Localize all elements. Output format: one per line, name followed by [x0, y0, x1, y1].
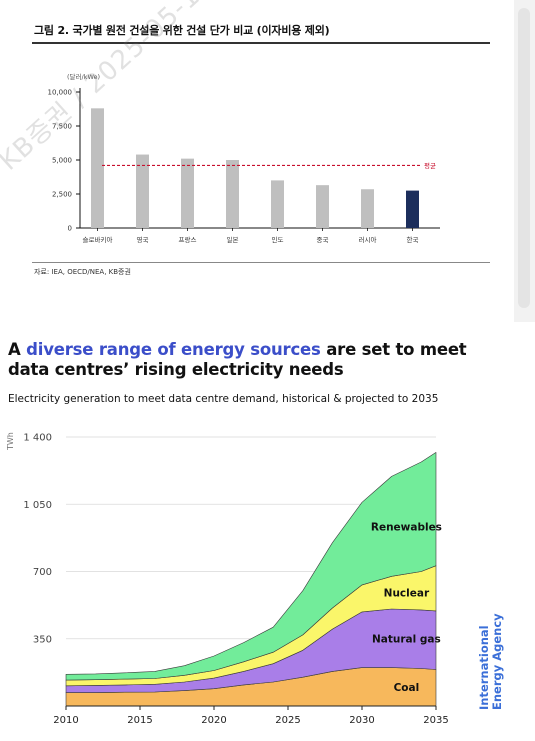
average-label: 평균 — [424, 161, 436, 170]
bar-ytick-label: 5,000 — [52, 157, 72, 165]
bar-0 — [91, 108, 104, 228]
bar-category-label: 한국 — [407, 236, 419, 244]
chart-subtitle: Electricity generation to meet data cent… — [8, 393, 439, 405]
scrollbar-thumb[interactable] — [518, 8, 530, 308]
bar-1 — [136, 154, 149, 228]
area-ytick-label: 1 050 — [23, 500, 52, 511]
area-xtick-label: 2030 — [349, 715, 374, 726]
bar-ytick-label: 0 — [68, 225, 72, 233]
headline: A diverse range of energy sources are se… — [8, 340, 508, 380]
bar-4 — [271, 180, 284, 228]
area-ytick-label: 1 400 — [23, 433, 52, 444]
iea-logo-line1: International — [477, 625, 491, 710]
area-xtick-label: 2035 — [423, 715, 448, 726]
area-xtick-label: 2020 — [201, 715, 226, 726]
headline-pre: A — [8, 340, 27, 359]
bar-3 — [226, 160, 239, 228]
bar-category-label: 중국 — [317, 236, 329, 244]
area-series-label: Coal — [394, 682, 420, 694]
iea-logo: International Energy Agency — [476, 613, 516, 714]
bar-ytick-label: 2,500 — [52, 191, 72, 199]
area-ylabel: TWh — [6, 432, 15, 451]
bar-category-label: 일본 — [227, 235, 239, 244]
area-series-label: Natural gas — [372, 633, 441, 645]
area-series-label: Nuclear — [384, 588, 430, 600]
bar-2 — [181, 158, 194, 228]
construction-cost-bar-chart: (달러/kWe) 0 2,500 5,000 7,500 10,000 슬로바키아 영국 프랑스… — [48, 72, 440, 244]
area-xtick-label: 2015 — [127, 715, 152, 726]
bar-category-label: 인도 — [272, 235, 284, 244]
bar-category-label: 영국 — [137, 235, 149, 244]
figure-title: 그림 2. 국가별 원전 건설을 위한 건설 단가 비교 (이자비용 제외) — [34, 24, 330, 37]
figure-source: 자료: IEA, OECD/NEA, KB증권 — [34, 268, 131, 276]
bar-7 — [406, 190, 419, 228]
bar-category-label: 슬로바키아 — [83, 235, 113, 244]
bar-ytick-label: 10,000 — [48, 89, 73, 97]
area-ytick-label: 700 — [33, 567, 52, 578]
bar-category-label: 프랑스 — [179, 236, 197, 244]
iea-logo-line2: Energy Agency — [490, 613, 504, 710]
bar-5 — [316, 185, 329, 228]
area-xtick-label: 2010 — [53, 715, 78, 726]
area-layer-renewables — [65, 452, 437, 681]
bar-6 — [361, 189, 374, 228]
energy-sources-area-chart: TWh 350 700 1 050 1 400 2010 2015 2020 2025 2030 2… — [6, 432, 449, 726]
figure-title-rule — [32, 42, 490, 44]
area-series-label: Renewables — [371, 521, 442, 533]
area-xtick-label: 2025 — [275, 715, 300, 726]
headline-highlight: diverse range of energy sources — [26, 340, 321, 359]
bar-ylabel: (달러/kWe) — [67, 72, 100, 81]
headline-post: are set to meet data centres’ rising ele… — [8, 340, 467, 379]
bar-ytick-label: 7,500 — [52, 123, 72, 131]
bar-category-label: 러시아 — [359, 235, 377, 244]
figure-footer-rule — [32, 262, 490, 263]
area-ytick-label: 350 — [33, 634, 52, 645]
